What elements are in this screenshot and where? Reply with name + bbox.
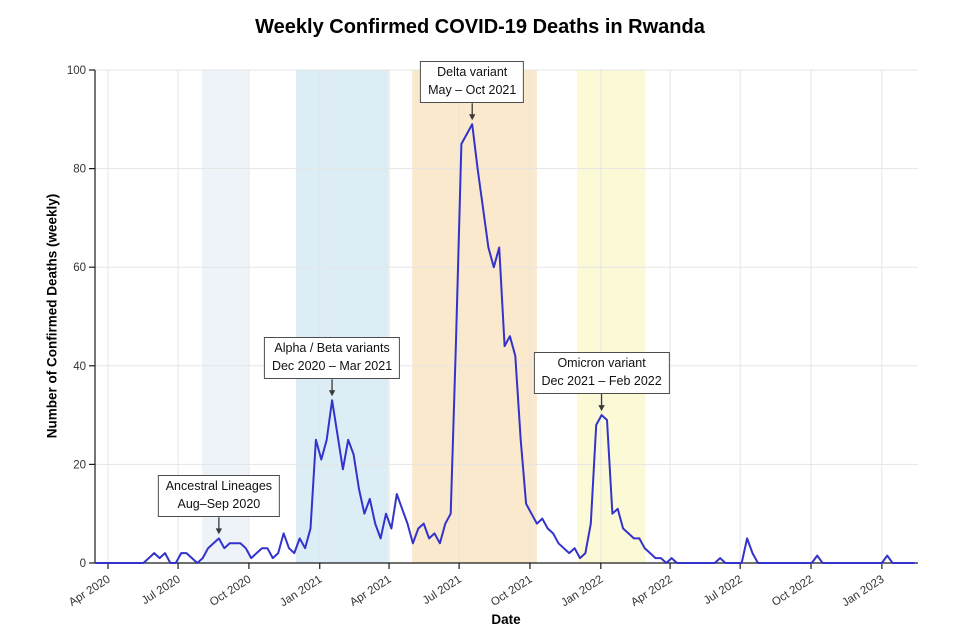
x-tick-label: Apr 2021 (348, 573, 394, 608)
y-tick-label: 60 (73, 262, 86, 274)
y-tick-label: 100 (67, 65, 86, 77)
band-delta (412, 70, 537, 563)
x-tick-label: Jan 2023 (840, 573, 886, 609)
y-tick-label: 40 (73, 361, 86, 373)
x-tick-label: Oct 2022 (770, 573, 816, 608)
x-axis-label: Date (491, 612, 521, 627)
x-tick-label: Oct 2020 (208, 573, 254, 608)
band-alpha-beta (295, 70, 389, 563)
y-tick-label: 80 (73, 164, 86, 176)
annotation-arrowhead-omicron (598, 405, 605, 412)
x-tick-label: Apr 2020 (67, 573, 113, 608)
annotation-arrowhead-alpha-beta (328, 390, 336, 397)
chart-title: Weekly Confirmed COVID-19 Deaths in Rwan… (255, 16, 705, 38)
x-tick-label: Oct 2021 (489, 573, 535, 608)
deaths-line (95, 123, 916, 564)
y-tick-label: 20 (73, 459, 86, 471)
x-tick-label: Jul 2021 (421, 573, 464, 607)
annotation-arrowhead-ancestral (215, 528, 223, 535)
band-ancestral (201, 70, 249, 563)
x-tick-label: Jan 2021 (278, 573, 324, 609)
y-tick-label: 0 (80, 558, 86, 570)
x-tick-label: Jul 2022 (702, 573, 745, 607)
x-tick-label: Jul 2020 (140, 573, 183, 607)
x-tick-label: Apr 2022 (629, 573, 675, 608)
x-tick-label: Jan 2022 (559, 573, 605, 609)
annotation-arrowhead-delta (469, 114, 476, 121)
